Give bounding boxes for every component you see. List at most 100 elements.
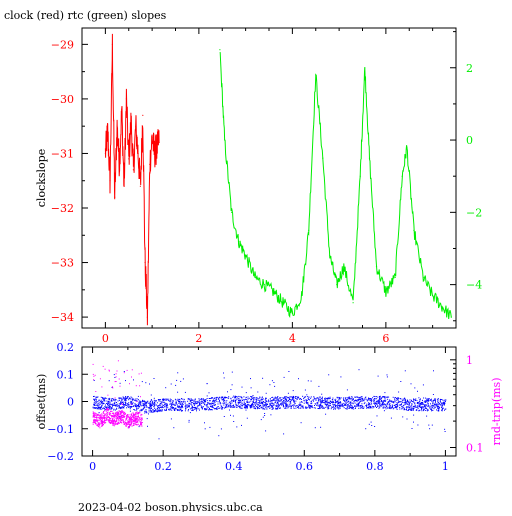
data-point-offset: [386, 376, 388, 378]
data-point-offset: [347, 397, 349, 399]
data-point-offset: [314, 403, 316, 405]
data-point-offset: [180, 405, 182, 407]
data-point-offset: [102, 398, 104, 400]
data-point-offset: [313, 407, 315, 409]
data-point-offset: [289, 397, 291, 399]
data-point-offset: [385, 405, 387, 407]
data-point-offset: [116, 402, 117, 403]
data-point-offset: [107, 402, 109, 404]
data-point-offset: [284, 398, 286, 400]
data-point-offset: [232, 399, 234, 401]
data-point-offset: [347, 401, 349, 403]
data-point-offset: [388, 407, 390, 409]
data-point-offset: [310, 380, 312, 382]
data-point-roundtrip: [116, 417, 118, 419]
data-point-offset: [185, 404, 187, 406]
data-point-roundtrip: [118, 414, 120, 416]
data-point-offset: [276, 401, 278, 403]
data-point-offset: [158, 400, 160, 402]
data-point-offset: [414, 404, 416, 406]
data-point-offset: [336, 400, 338, 402]
data-point-offset: [381, 396, 383, 398]
data-point-offset: [285, 404, 286, 406]
data-point-offset: [392, 406, 393, 408]
data-point-roundtrip: [123, 412, 124, 414]
data-point-offset: [292, 396, 294, 398]
data-point-offset: [277, 400, 279, 402]
data-point-offset: [221, 408, 223, 410]
data-point-offset: [420, 398, 421, 400]
data-point-offset: [293, 404, 295, 406]
data-point-offset: [262, 405, 264, 407]
data-point-offset: [98, 408, 100, 410]
data-point-offset: [151, 407, 152, 409]
data-point-offset: [212, 400, 213, 402]
data-point-offset: [160, 406, 162, 408]
data-point-offset: [275, 405, 277, 407]
data-point-offset: [361, 403, 363, 405]
data-point-offset: [354, 408, 356, 409]
data-point-offset: [421, 404, 423, 406]
data-point-offset: [317, 398, 319, 400]
data-point-roundtrip: [93, 421, 95, 423]
data-point-offset: [159, 405, 161, 406]
data-point-offset: [239, 402, 241, 404]
data-point-green: [359, 175, 361, 177]
x-tick-label: 6: [382, 332, 389, 345]
data-point-offset: [375, 396, 377, 398]
data-point-offset: [260, 398, 262, 400]
data-point-offset: [234, 395, 236, 397]
data-point-offset: [143, 407, 145, 409]
data-point-offset: [399, 401, 401, 403]
data-point-offset: [198, 408, 200, 410]
data-point-offset: [401, 403, 403, 405]
data-point-offset: [197, 406, 199, 408]
data-point-offset: [230, 406, 232, 408]
data-point-offset: [237, 405, 239, 407]
data-point-offset: [259, 401, 260, 403]
data-point-offset: [379, 396, 381, 398]
data-point-roundtrip: [95, 423, 97, 425]
data-point-offset: [318, 404, 320, 406]
data-point-offset: [260, 406, 262, 408]
data-point-offset: [212, 401, 214, 403]
data-point-offset: [182, 407, 184, 409]
data-point-offset: [96, 396, 98, 398]
data-point-offset: [405, 403, 407, 405]
data-point-offset: [423, 406, 425, 408]
data-point-offset: [106, 402, 108, 404]
data-point-offset: [320, 396, 322, 398]
data-point-offset: [370, 421, 372, 423]
data-point-offset: [123, 397, 125, 399]
data-point-roundtrip: [100, 422, 102, 424]
data-point-roundtrip: [125, 425, 127, 427]
data-point-offset: [376, 406, 378, 408]
series-offset-points: [92, 369, 447, 440]
data-point-offset: [358, 398, 360, 400]
data-point-offset: [244, 405, 246, 407]
data-point-offset: [324, 402, 326, 404]
data-point-offset: [266, 408, 268, 410]
data-point-offset: [92, 407, 94, 409]
data-point-offset: [444, 408, 446, 410]
data-point-offset: [204, 408, 206, 409]
data-point-offset: [405, 406, 407, 408]
data-point-offset: [343, 399, 345, 401]
data-point-offset: [416, 400, 418, 402]
data-point-offset: [366, 407, 368, 409]
data-point-offset: [319, 398, 321, 400]
data-point-roundtrip: [136, 419, 138, 421]
data-point-offset: [351, 398, 352, 400]
data-point-roundtrip: [119, 410, 121, 412]
data-point-offset: [384, 406, 386, 408]
data-point-offset: [356, 396, 358, 398]
data-point-offset: [320, 401, 322, 403]
data-point-offset: [356, 401, 358, 403]
data-point-offset: [218, 408, 220, 409]
data-point-offset: [184, 391, 186, 393]
data-point-roundtrip: [124, 422, 126, 424]
data-point-offset: [302, 406, 304, 408]
data-point-roundtrip: [96, 416, 98, 418]
data-point-offset: [397, 404, 399, 406]
data-point-offset: [250, 378, 251, 380]
